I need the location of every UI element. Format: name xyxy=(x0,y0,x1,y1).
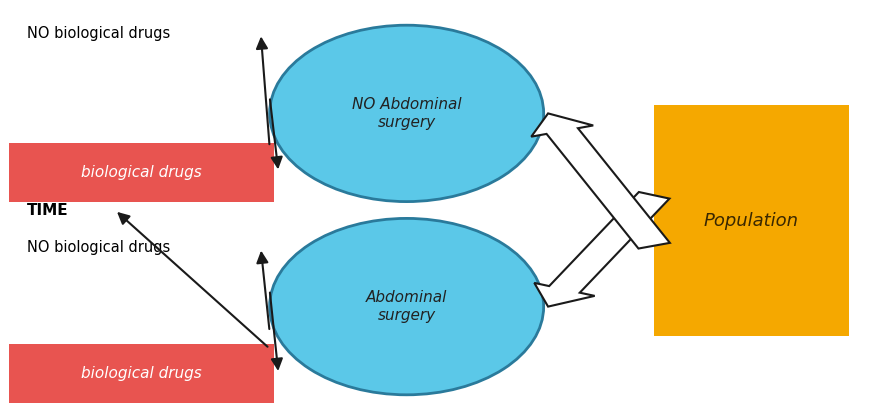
Text: NO Abdominal
surgery: NO Abdominal surgery xyxy=(352,97,461,130)
Text: biological drugs: biological drugs xyxy=(81,165,202,180)
Text: TIME: TIME xyxy=(27,202,68,218)
FancyArrow shape xyxy=(534,192,669,307)
Text: NO biological drugs: NO biological drugs xyxy=(27,26,170,41)
Text: NO biological drugs: NO biological drugs xyxy=(27,240,170,255)
FancyBboxPatch shape xyxy=(654,105,849,336)
FancyBboxPatch shape xyxy=(9,344,274,403)
Ellipse shape xyxy=(270,25,544,202)
Ellipse shape xyxy=(270,218,544,395)
Text: Abdominal
surgery: Abdominal surgery xyxy=(366,290,447,323)
Text: biological drugs: biological drugs xyxy=(81,366,202,381)
Text: Population: Population xyxy=(704,212,799,229)
FancyArrow shape xyxy=(531,113,670,249)
FancyBboxPatch shape xyxy=(9,143,274,202)
